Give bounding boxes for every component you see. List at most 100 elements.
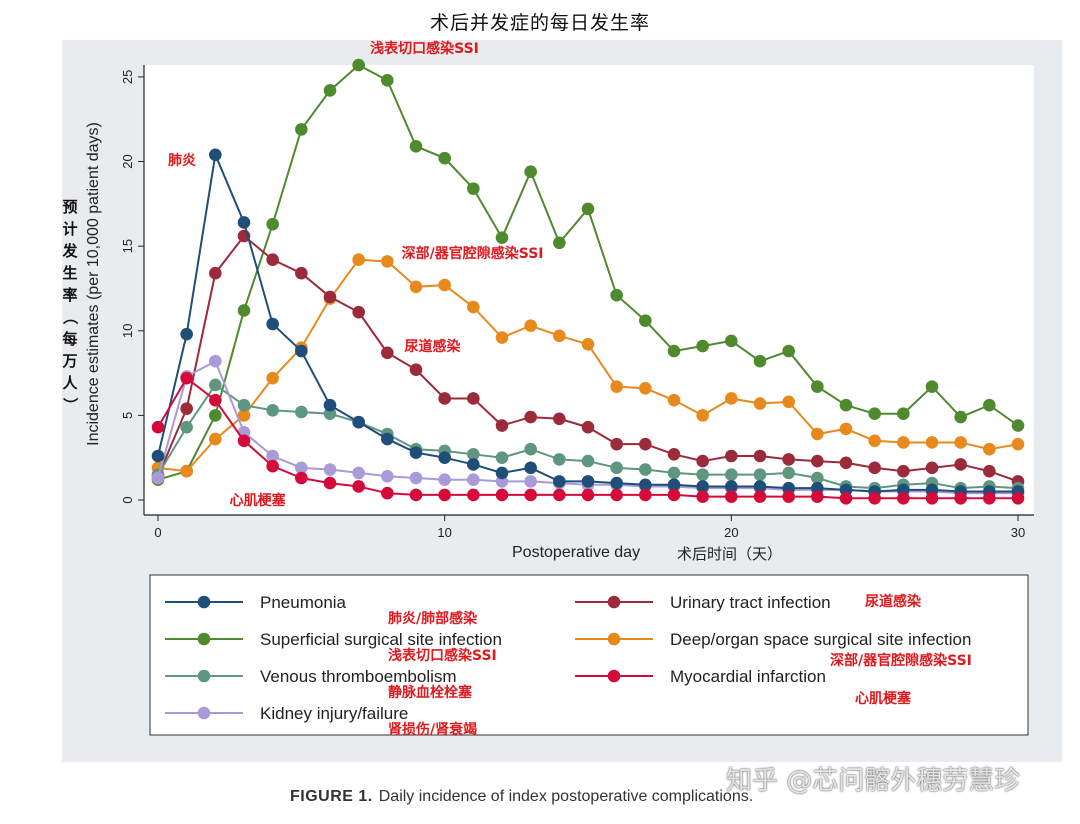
annotation-label: 浅表切口感染SSI	[370, 40, 479, 57]
caption-label: FIGURE 1.	[290, 788, 373, 805]
data-point	[868, 461, 881, 475]
data-point	[295, 344, 308, 358]
data-point	[868, 407, 881, 420]
data-point	[725, 334, 738, 348]
legend-swatch-marker	[197, 669, 211, 683]
data-point	[897, 492, 910, 505]
series-urinary-tract-infection	[151, 229, 1025, 488]
data-point	[151, 420, 165, 434]
legend-swatch-marker	[607, 669, 621, 683]
y-axis-label-cn-char: 生	[62, 264, 77, 282]
x-tick-label: 10	[437, 525, 451, 540]
data-point	[495, 488, 509, 502]
data-point	[553, 453, 566, 466]
data-point	[266, 459, 279, 473]
data-point	[180, 420, 193, 434]
legend-swatch-marker	[197, 595, 211, 609]
data-point	[868, 434, 881, 448]
data-point	[295, 471, 308, 485]
y-axis-label-cn-char: 计	[62, 220, 77, 238]
data-point	[323, 398, 337, 412]
data-point	[581, 338, 595, 351]
data-point	[266, 371, 279, 385]
data-point	[209, 409, 222, 422]
data-point	[467, 473, 480, 486]
data-point	[237, 304, 251, 317]
data-point	[811, 380, 824, 393]
y-axis-label-cn-char: 人	[62, 374, 78, 392]
legend-label: Pneumonia	[260, 593, 347, 612]
legend-item: Pneumonia 肺炎/肺部感染	[165, 593, 478, 627]
legend-item: Myocardial infarction 心肌梗塞	[575, 667, 912, 707]
data-point	[553, 475, 566, 488]
legend-label-cn: 心肌梗塞	[855, 690, 912, 707]
legend-label-cn: 尿道感染	[865, 593, 922, 610]
data-point	[983, 464, 996, 478]
data-point	[782, 395, 795, 409]
data-point	[438, 392, 451, 405]
caption-text: Daily incidence of index postoperative c…	[378, 788, 754, 805]
data-point	[667, 393, 681, 407]
data-point	[639, 463, 652, 476]
data-point	[696, 409, 709, 422]
data-point	[925, 492, 939, 505]
data-point	[725, 480, 738, 493]
data-point	[495, 466, 509, 480]
plot-background	[144, 65, 1034, 515]
data-point	[610, 488, 623, 502]
data-point	[581, 202, 595, 216]
data-point	[610, 476, 623, 490]
data-point	[237, 409, 251, 422]
figure-panel: 0 10 20 30 0 5 10 15 20 25 Postoperative day 术后时间（天…	[62, 40, 1062, 762]
data-point	[839, 398, 853, 412]
data-point	[667, 478, 681, 492]
data-point	[495, 231, 509, 244]
data-point	[381, 470, 394, 483]
data-point	[266, 253, 279, 266]
data-point	[1011, 419, 1025, 432]
data-point	[209, 266, 222, 280]
data-point	[811, 454, 824, 468]
data-point	[954, 410, 967, 424]
data-point	[610, 288, 623, 302]
data-point	[180, 327, 193, 341]
data-point	[151, 449, 165, 463]
data-point	[553, 488, 566, 502]
data-point	[438, 473, 451, 486]
legend-label: Myocardial infarction	[670, 667, 826, 686]
data-point	[209, 393, 222, 407]
legend-swatch-marker	[607, 595, 621, 609]
data-point	[553, 412, 566, 426]
data-point	[639, 488, 652, 502]
data-point	[581, 488, 595, 502]
data-point	[409, 280, 423, 294]
data-point	[438, 451, 451, 464]
data-point	[467, 448, 480, 461]
data-point	[897, 436, 910, 449]
data-point	[209, 148, 222, 162]
data-point	[897, 407, 910, 420]
data-point	[237, 434, 251, 448]
data-point	[983, 398, 996, 412]
legend-label-cn: 肾损伤/肾衰竭	[388, 721, 477, 738]
data-point	[295, 123, 308, 136]
data-point	[323, 84, 337, 97]
y-axis-label-cn-char: 每	[62, 330, 77, 348]
data-point	[696, 490, 709, 503]
y-tick-label: 0	[120, 496, 135, 503]
y-axis-label-cn-char: 预	[62, 198, 77, 216]
data-point	[524, 475, 537, 488]
data-point	[209, 378, 222, 392]
data-point	[495, 451, 509, 464]
data-point	[639, 382, 652, 395]
data-point	[725, 392, 738, 405]
data-point	[639, 314, 652, 327]
data-point	[409, 446, 423, 459]
data-point	[811, 490, 824, 503]
page-title: 术后并发症的每日发生率	[429, 12, 650, 34]
y-axis-label: Incidence estimates (per 10,000 patient …	[85, 122, 102, 446]
data-point	[352, 415, 365, 429]
data-point	[753, 480, 767, 493]
legend-swatch-marker	[197, 632, 211, 646]
